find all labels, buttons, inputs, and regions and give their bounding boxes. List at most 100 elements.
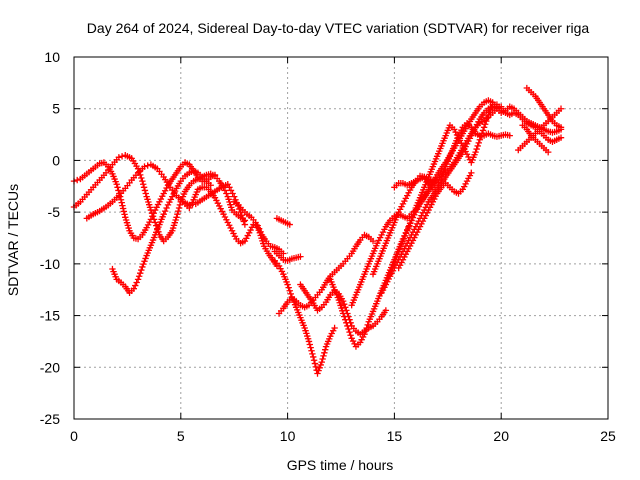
data-point — [386, 271, 394, 278]
data-point — [369, 237, 377, 245]
y-tick-label: -25 — [40, 411, 60, 427]
data-point — [341, 300, 348, 308]
data-point — [318, 358, 325, 366]
data-point — [120, 208, 128, 215]
data-point — [138, 174, 145, 182]
data-point — [160, 211, 167, 218]
y-tick-label: 5 — [52, 101, 60, 117]
data-point — [118, 153, 126, 160]
data-point — [141, 187, 149, 194]
data-point — [286, 287, 293, 294]
data-point — [320, 352, 327, 360]
data-point — [297, 253, 304, 260]
x-tick-label: 0 — [70, 428, 78, 444]
data-point — [410, 211, 417, 218]
data-point — [118, 199, 125, 206]
data-point — [331, 324, 338, 332]
data-point — [305, 338, 313, 345]
data-point — [223, 190, 230, 197]
data-point — [140, 184, 148, 191]
data-point — [144, 162, 151, 169]
data-point — [133, 279, 140, 286]
x-tick-label: 10 — [280, 428, 296, 444]
data-point — [347, 332, 354, 339]
data-point — [319, 355, 326, 363]
data-point — [135, 168, 143, 176]
data-point — [341, 313, 348, 320]
data-point — [311, 360, 319, 367]
data-point — [280, 250, 287, 257]
data-point — [149, 213, 156, 220]
series-trace-16 — [395, 169, 475, 272]
data-point — [321, 349, 328, 357]
data-point — [287, 290, 295, 298]
data-point — [557, 105, 565, 112]
data-point — [409, 214, 416, 221]
data-point — [387, 267, 395, 275]
data-point — [117, 196, 125, 203]
data-point — [472, 148, 479, 156]
data-point — [473, 145, 480, 153]
data-point — [557, 134, 565, 141]
data-point — [306, 341, 314, 348]
data-point — [309, 350, 316, 358]
y-tick-label: -10 — [40, 256, 60, 272]
data-point — [339, 297, 347, 305]
data-point — [116, 193, 124, 200]
data-point — [141, 258, 148, 265]
data-point — [389, 264, 396, 272]
data-point — [506, 132, 513, 139]
data-point — [312, 363, 319, 371]
data-point — [150, 209, 157, 217]
data-point — [476, 136, 484, 143]
chart-title: Day 264 of 2024, Sidereal Day-to-day VTE… — [87, 20, 590, 36]
data-point — [115, 154, 123, 161]
data-point — [314, 370, 321, 377]
data-point — [142, 190, 149, 197]
data-point — [344, 322, 351, 330]
data-point — [113, 181, 120, 188]
data-point — [161, 207, 169, 215]
data-point — [174, 211, 181, 218]
axis-ticks: 0 5 10 15 20 25 -25 -20 -15 -10 -5 0 5 10 — [40, 49, 616, 444]
data-point — [475, 139, 482, 147]
data-point — [114, 184, 121, 191]
data-point — [175, 204, 183, 212]
data-point — [480, 124, 488, 131]
data-point — [285, 284, 292, 291]
x-tick-label: 20 — [493, 428, 509, 444]
data-point — [135, 273, 143, 280]
data-point — [342, 304, 349, 311]
series-trace-17 — [391, 173, 437, 191]
data-point — [175, 207, 182, 215]
series-trace-8 — [275, 231, 377, 317]
data-point — [557, 124, 565, 131]
data-point — [130, 285, 138, 292]
data-point — [408, 217, 415, 224]
data-point — [119, 205, 127, 212]
data-point — [483, 117, 490, 125]
data-point — [339, 310, 347, 317]
data-point — [474, 142, 481, 150]
series-trace-6 — [231, 198, 281, 270]
x-tick-label: 15 — [387, 428, 403, 444]
data-point — [134, 276, 142, 283]
y-axis-label: SDTVAR / TECUs — [5, 184, 21, 296]
data-point — [307, 344, 314, 351]
y-tick-label: -5 — [48, 204, 61, 220]
data-point — [139, 177, 146, 185]
data-point — [345, 325, 352, 333]
data-point — [119, 202, 126, 209]
data-point — [163, 204, 170, 212]
data-point — [362, 327, 369, 335]
data-point — [132, 282, 139, 289]
series-trace-19 — [515, 105, 565, 154]
plot-frame — [73, 56, 609, 420]
data-point — [286, 221, 293, 228]
series-trace-2 — [70, 159, 219, 243]
data-point — [382, 307, 390, 314]
data-point — [477, 133, 485, 140]
y-tick-label: -15 — [40, 308, 60, 324]
